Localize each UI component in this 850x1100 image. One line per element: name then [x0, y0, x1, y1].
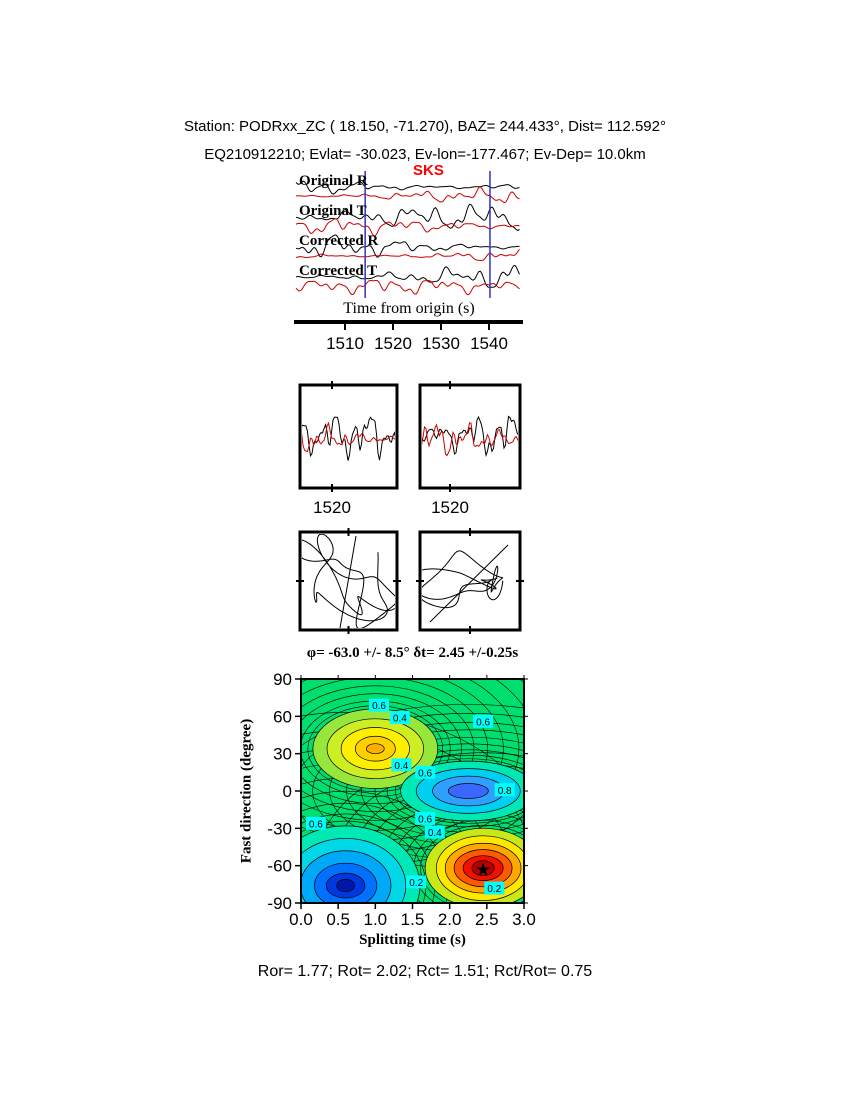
- trace-black-2: [295, 234, 520, 258]
- fast-direction-tick-label: 30: [273, 745, 292, 764]
- contour-label: 0.6: [372, 701, 386, 712]
- particle-motion-curve: [302, 534, 395, 628]
- fast-direction-tick-label: -60: [267, 857, 292, 876]
- fast-direction-tick-label: -30: [267, 819, 292, 838]
- particle-motion-0: [302, 534, 395, 628]
- window-trace-black: [302, 416, 395, 461]
- contour-label-box: [305, 816, 326, 830]
- contour-band-best-fit-high-red: [471, 860, 495, 876]
- x-axis-title: Splitting time (s): [359, 932, 466, 948]
- contour-label: 0.8: [498, 786, 512, 797]
- particle-motion-1: [422, 544, 509, 623]
- contour-band-low-blue-center-right: [447, 783, 489, 799]
- event-info: EQ210912210; Evlat= -30.023, Ev-lon=-177…: [204, 146, 646, 163]
- time-tick-label: 1510: [326, 334, 364, 353]
- contour-ring: [420, 824, 524, 903]
- splitting-time-tick-label: 0.5: [326, 910, 350, 929]
- splitting-time-tick-label: 3.0: [512, 910, 536, 929]
- particle-motion-curve: [422, 550, 504, 609]
- particle-motion-box-1: [418, 530, 522, 632]
- contour-label: 0.2: [409, 878, 423, 889]
- contour-label-box: [494, 783, 515, 797]
- contour-label-box: [406, 875, 427, 889]
- trace-red-0: [296, 186, 520, 204]
- time-tick-label: 1540: [470, 334, 508, 353]
- splitting-time-tick-label: 2.0: [438, 910, 462, 929]
- trace-black-1: [295, 203, 520, 232]
- contour-label: 0.2: [487, 884, 501, 895]
- window-tick-label-1: 1520: [313, 498, 351, 517]
- fast-direction-tick-label: 0: [283, 782, 292, 801]
- contour-label-box: [484, 881, 505, 895]
- window-trace-red: [302, 421, 395, 452]
- splitting-time-tick-label: 2.5: [475, 910, 499, 929]
- trace-red-2: [295, 248, 520, 261]
- quality-stats: Ror= 1.77; Rot= 2.02; Rct= 1.51; Rct/Rot…: [257, 963, 593, 980]
- contour-label: 0.6: [309, 819, 323, 830]
- splitting-time-tick-label: 1.5: [401, 910, 425, 929]
- contour-ring: [301, 685, 475, 812]
- station-info: Station: PODRxx_ZC ( 18.150, -71.270), B…: [184, 118, 666, 135]
- window-tick-label-2: 1520: [431, 498, 469, 517]
- trace-red-1: [295, 218, 520, 237]
- contour-label-box: [415, 765, 436, 779]
- phase-label-sks: SKS: [413, 162, 444, 179]
- window-box-1: [418, 383, 522, 490]
- contour-label: 0.4: [393, 714, 407, 725]
- contour-ring: [301, 679, 488, 821]
- contour-band-secondary-high-yellow: [366, 743, 385, 755]
- contour-label-box: [389, 711, 410, 725]
- contour-ring: [386, 754, 524, 828]
- contour-label: 0.6: [476, 717, 490, 728]
- result-title: φ= -63.0 +/- 8.5° δt= 2.45 +/-0.25s: [306, 645, 519, 661]
- fast-direction-tick-label: 60: [273, 707, 292, 726]
- window-trace-red: [422, 422, 518, 457]
- contour-label-box: [424, 825, 445, 839]
- trace-black-0: [295, 180, 520, 195]
- trace-black-3: [295, 264, 520, 288]
- contour-label: 0.4: [394, 761, 408, 772]
- contour-ring: [394, 758, 524, 824]
- time-tick-label: 1520: [374, 334, 412, 353]
- time-axis-label: Time from origin (s): [343, 300, 475, 317]
- fast-direction-tick-label: 90: [273, 670, 292, 689]
- window-waves-0: [302, 416, 395, 461]
- contour-label-box: [415, 811, 436, 825]
- error-surface: 0.6 0.4 0.6 0.4 0.6 0.8 0.6 0.6 0.4 0.2 0.2 ★: [301, 679, 524, 903]
- contour-ring: [301, 712, 524, 789]
- waveform-traces: [295, 180, 520, 296]
- trace-label-original-r: Original R: [299, 173, 368, 189]
- splitting-time-tick-label: 1.0: [364, 910, 388, 929]
- window-waves-1: [422, 415, 518, 458]
- trace-label-original-t: Original T: [299, 203, 367, 219]
- trace-label-corrected-r: Corrected R: [299, 233, 379, 249]
- trace-red-3: [295, 279, 520, 296]
- contour-label: 0.6: [418, 768, 432, 779]
- contour-band-low-blue-bottom-left: [336, 879, 355, 893]
- contour-label-box: [369, 698, 390, 712]
- best-fit-star: ★: [475, 859, 491, 879]
- contour-label-box: [473, 714, 494, 728]
- contour-label-box: [391, 758, 412, 772]
- contour-label: 0.6: [418, 814, 432, 825]
- trace-label-corrected-t: Corrected T: [299, 263, 378, 279]
- splitting-time-tick-label: 0.0: [289, 910, 313, 929]
- contour-ring: [301, 693, 462, 804]
- contour-label: 0.4: [428, 828, 442, 839]
- y-axis-title: Fast direction (degree): [238, 718, 255, 864]
- time-tick-label: 1530: [422, 334, 460, 353]
- particle-motion-line: [429, 544, 509, 623]
- particle-motion-line: [339, 535, 357, 628]
- fast-direction-tick-label: -90: [267, 894, 292, 913]
- window-box-0: [298, 383, 399, 490]
